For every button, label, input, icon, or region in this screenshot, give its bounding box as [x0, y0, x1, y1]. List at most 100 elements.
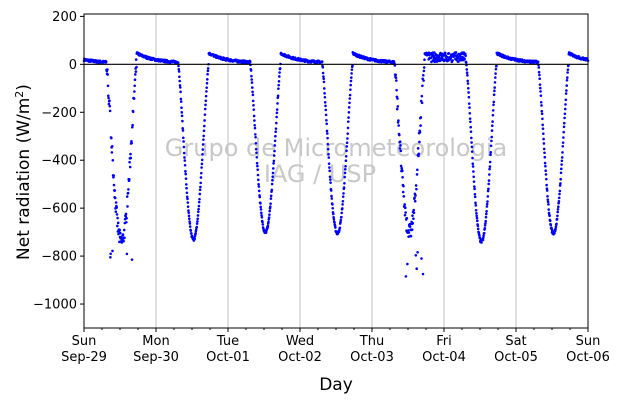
data-point: [195, 222, 199, 225]
data-point: [546, 198, 550, 201]
y-axis-title-main: Net radiation (W/m: [14, 98, 34, 260]
data-point: [490, 139, 493, 143]
data-point: [343, 181, 346, 185]
data-point: [491, 120, 494, 123]
data-point: [490, 129, 494, 132]
data-point: [562, 136, 565, 139]
data-point: [422, 79, 425, 82]
data-point: [331, 203, 334, 206]
data-point: [203, 113, 207, 116]
data-point: [396, 97, 399, 100]
data-point: [429, 56, 433, 60]
data-point: [200, 171, 203, 175]
data-point: [469, 130, 473, 133]
data-point: [492, 93, 496, 96]
data-point: [324, 113, 328, 117]
data-point: [121, 233, 125, 236]
x-axis-title: Day: [319, 375, 353, 395]
data-point: [109, 252, 112, 256]
data-point: [415, 267, 419, 271]
data-point: [539, 100, 543, 104]
data-point: [331, 206, 335, 210]
data-point: [271, 171, 275, 175]
data-point: [420, 257, 423, 260]
x-tick-label-date: Oct-03: [350, 350, 394, 365]
data-point: [184, 170, 187, 173]
data-point: [325, 129, 329, 133]
data-point: [185, 191, 189, 195]
data-point: [543, 155, 547, 159]
data-point: [470, 145, 474, 149]
data-point: [329, 189, 333, 192]
data-point: [417, 152, 421, 156]
data-point: [488, 165, 492, 168]
data-point: [202, 129, 206, 133]
data-point: [324, 104, 327, 108]
data-point: [273, 144, 277, 147]
data-point: [110, 151, 114, 154]
data-point: [346, 126, 350, 130]
data-point: [493, 86, 497, 89]
data-point: [198, 197, 201, 201]
data-point: [394, 73, 398, 77]
data-point: [273, 149, 276, 153]
data-point: [190, 232, 193, 235]
data-point: [269, 205, 272, 208]
data-point: [112, 174, 115, 177]
data-point: [107, 102, 111, 106]
data-point: [266, 224, 270, 228]
data-point: [433, 51, 436, 54]
data-point: [126, 191, 130, 195]
data-point: [256, 173, 260, 177]
data-point: [197, 210, 200, 214]
data-point: [200, 166, 203, 169]
data-point: [566, 68, 570, 71]
x-tick-label-date: Sep-29: [61, 350, 107, 365]
data-point: [487, 179, 491, 182]
data-point: [195, 225, 199, 229]
data-point: [494, 72, 497, 75]
data-point: [565, 89, 568, 92]
data-point: [395, 79, 398, 82]
data-point: [414, 184, 418, 187]
data-point: [563, 107, 567, 111]
data-point: [250, 74, 253, 78]
data-point: [254, 141, 258, 145]
data-point: [555, 222, 558, 226]
data-point: [206, 72, 209, 76]
data-point: [180, 114, 184, 118]
data-point: [487, 187, 490, 191]
data-point: [345, 141, 349, 145]
y-tick-label: 0: [69, 58, 77, 73]
data-point: [322, 80, 326, 84]
data-point: [253, 123, 256, 127]
data-point: [277, 80, 281, 83]
data-point: [471, 156, 474, 160]
data-point: [557, 205, 560, 208]
data-point: [274, 134, 277, 138]
data-point: [537, 70, 541, 74]
data-point: [548, 219, 552, 223]
data-point: [492, 100, 496, 104]
data-point: [406, 262, 409, 266]
data-point: [554, 227, 557, 231]
data-point: [413, 196, 416, 200]
data-point: [472, 175, 476, 179]
data-point: [268, 213, 271, 216]
data-point: [559, 171, 563, 175]
data-point: [478, 234, 481, 237]
data-point: [468, 117, 472, 120]
data-point: [332, 216, 335, 219]
data-point: [482, 234, 485, 238]
data-point: [277, 83, 281, 87]
data-point: [563, 121, 566, 125]
data-point: [399, 149, 403, 153]
data-point: [557, 196, 561, 200]
data-point: [180, 111, 184, 114]
data-point: [470, 141, 473, 144]
data-point: [323, 92, 326, 95]
data-point: [562, 125, 566, 129]
y-tick-label: −400: [41, 154, 77, 169]
data-point: [251, 93, 255, 97]
data-point: [560, 156, 564, 159]
